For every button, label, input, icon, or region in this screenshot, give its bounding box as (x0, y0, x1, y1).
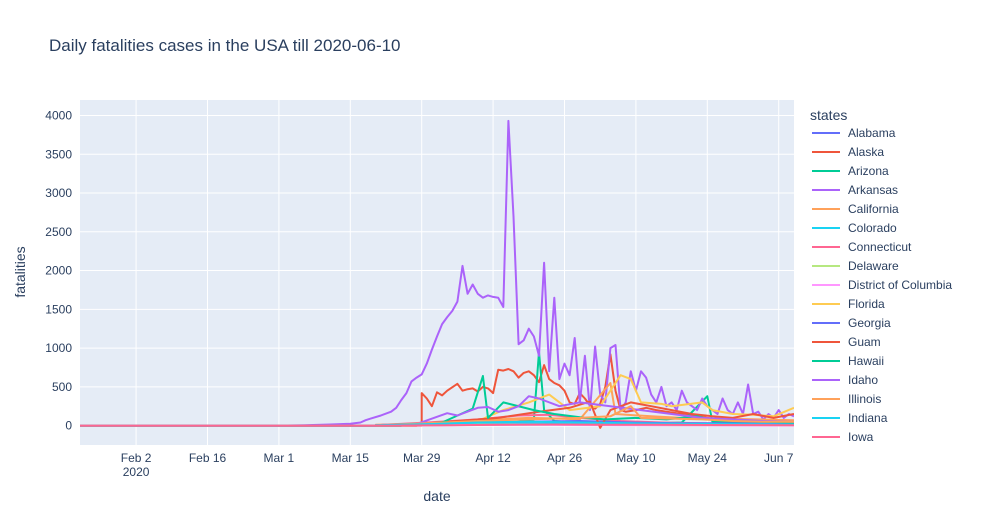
series-line-alaska[interactable] (80, 353, 794, 427)
legend: Alabama Alaska Arizona Arkansas California Co… (812, 126, 952, 444)
legend-title: states (810, 107, 847, 123)
series-lines (80, 119, 794, 429)
y-tick-label: 2000 (45, 264, 72, 278)
legend-item[interactable]: District of Columbia (812, 278, 952, 292)
x-tick-label: Mar 15 (332, 451, 370, 465)
legend-label: Delaware (848, 259, 899, 273)
legend-item[interactable]: Hawaii (812, 354, 884, 368)
x-tick-label: May 24 (688, 451, 728, 465)
x-tick-label: May 10 (616, 451, 656, 465)
series-line-idaho[interactable] (80, 395, 794, 427)
legend-item[interactable]: Iowa (812, 430, 874, 444)
legend-label: Georgia (848, 316, 891, 330)
legend-label: Hawaii (848, 354, 884, 368)
legend-item[interactable]: Alabama (812, 126, 896, 140)
legend-item[interactable]: Colorado (812, 221, 897, 235)
x-tick-label: Feb 2 (121, 451, 152, 465)
legend-label: Alaska (848, 145, 884, 159)
x-tick-label: Jun 7 (764, 451, 794, 465)
gridlines (80, 100, 794, 445)
y-axis-ticks: 0 500 1000 1500 2000 2500 3000 3500 4000 (45, 109, 72, 433)
legend-item[interactable]: Arizona (812, 164, 889, 178)
legend-label: Indiana (848, 411, 888, 425)
legend-item[interactable]: Guam (812, 335, 881, 349)
legend-item[interactable]: Idaho (812, 373, 878, 387)
legend-item[interactable]: Alaska (812, 145, 884, 159)
legend-label: California (848, 202, 899, 216)
series-line-iowa[interactable] (80, 423, 794, 427)
series-line-arkansas[interactable] (80, 119, 794, 427)
y-tick-label: 500 (52, 380, 72, 394)
legend-item[interactable]: Indiana (812, 411, 888, 425)
x-tick-label: Apr 26 (547, 451, 583, 465)
y-tick-label: 0 (65, 419, 72, 433)
y-tick-label: 4000 (45, 109, 72, 123)
legend-item[interactable]: Florida (812, 297, 885, 311)
legend-label: District of Columbia (848, 278, 952, 292)
legend-item[interactable]: California (812, 202, 899, 216)
y-tick-label: 3500 (45, 147, 72, 161)
legend-item[interactable]: Illinois (812, 392, 881, 406)
legend-label: Iowa (848, 430, 874, 444)
legend-item[interactable]: Georgia (812, 316, 891, 330)
legend-label: Arkansas (848, 183, 898, 197)
legend-label: Guam (848, 335, 881, 349)
legend-item[interactable]: Connecticut (812, 240, 912, 254)
y-tick-label: 1500 (45, 302, 72, 316)
x-tick-label: Mar 29 (403, 451, 441, 465)
y-tick-label: 3000 (45, 186, 72, 200)
legend-label: Connecticut (848, 240, 912, 254)
y-tick-label: 1000 (45, 341, 72, 355)
x-axis-title: date (423, 488, 450, 504)
x-tick-label: Mar 1 (264, 451, 295, 465)
legend-label: Florida (848, 297, 885, 311)
plot-area[interactable] (80, 100, 794, 445)
legend-label: Colorado (848, 221, 897, 235)
legend-item[interactable]: Delaware (812, 259, 899, 273)
legend-label: Idaho (848, 373, 878, 387)
x-tick-label: Apr 12 (475, 451, 511, 465)
x-tick-sublabel: 2020 (123, 465, 150, 479)
legend-item[interactable]: Arkansas (812, 183, 898, 197)
chart-title: Daily fatalities cases in the USA till 2… (49, 36, 401, 55)
legend-label: Illinois (848, 392, 881, 406)
legend-label: Alabama (848, 126, 896, 140)
x-tick-label: Feb 16 (189, 451, 227, 465)
legend-label: Arizona (848, 164, 889, 178)
y-axis-title: fatalities (12, 246, 28, 297)
y-tick-label: 2500 (45, 225, 72, 239)
